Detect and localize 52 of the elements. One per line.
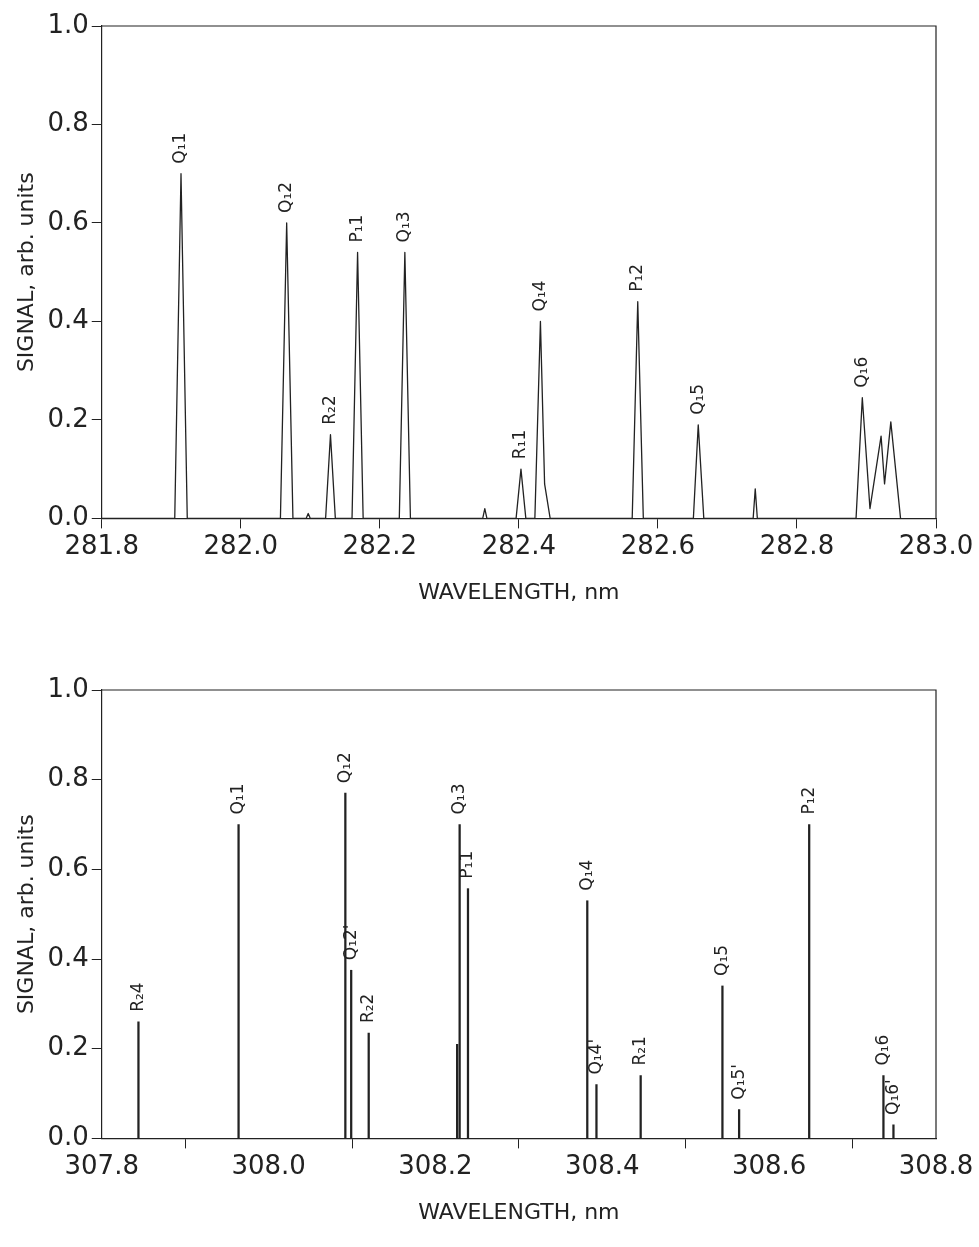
x-tick-label: 307.8	[64, 1149, 139, 1180]
annotation: P₁2	[797, 786, 818, 815]
annotation: Q₁5	[686, 383, 707, 415]
x-axis-title: WAVELENGTH, nm	[418, 1198, 620, 1224]
annotation: Q₁4	[528, 280, 549, 312]
x-tick-label: 282.0	[203, 529, 279, 560]
y-axis-title: SIGNAL, arb. units	[12, 814, 38, 1015]
x-tick-label: 308.6	[731, 1149, 807, 1180]
annotation: R₂2	[318, 395, 339, 425]
x-tick-label: 281.8	[64, 529, 139, 560]
annotation: R₂2	[357, 993, 378, 1024]
x-tick-label: 282.4	[481, 529, 557, 560]
annotation: Q₁6	[871, 1034, 892, 1066]
y-tick-label: 0.6	[47, 205, 89, 236]
annotation: Q₁1	[226, 783, 247, 815]
x-tick-label: 282.6	[620, 529, 696, 560]
y-tick-label: 0.2	[47, 402, 89, 433]
y-tick-label: 0.2	[47, 1031, 89, 1062]
x-tick-label: 308.2	[398, 1149, 473, 1180]
x-tick-label: 282.8	[759, 529, 835, 560]
annotation: Q₁5	[710, 944, 731, 976]
annotation: R₂1	[629, 1036, 650, 1066]
y-tick-label: 1.0	[47, 8, 89, 39]
y-tick-label: 0.4	[47, 941, 89, 972]
annotation: Q₁1	[169, 132, 190, 164]
annotation: Q₁3	[393, 211, 414, 243]
x-tick-label: 283.0	[898, 529, 974, 560]
annotation: Q₁4'	[584, 1038, 605, 1075]
y-axis-title: SIGNAL, arb. units	[12, 172, 38, 373]
annotation: Q₁4	[575, 859, 596, 891]
annotation: Q₁6'	[881, 1079, 902, 1115]
annotation: P₁2	[626, 263, 647, 292]
y-tick-label: 0.0	[47, 1121, 89, 1152]
annotation: Q₁5'	[727, 1064, 748, 1100]
annotation: Q₁6	[850, 356, 871, 388]
annotation: R₂4	[126, 982, 147, 1012]
x-tick-label: 308.4	[565, 1149, 640, 1180]
y-tick-label: 0.4	[47, 304, 89, 335]
x-tick-label: 308.0	[231, 1149, 306, 1180]
x-tick-label: 308.8	[898, 1149, 974, 1180]
annotation: Q₁2	[333, 752, 354, 784]
y-tick-label: 0.6	[47, 852, 89, 883]
annotation: R₁1	[509, 429, 530, 460]
x-axis-title: WAVELENGTH, nm	[418, 578, 620, 604]
annotation: Q₁3	[448, 783, 469, 815]
annotation: P₁1	[346, 214, 367, 243]
y-tick-label: 0.0	[47, 501, 89, 532]
y-tick-label: 0.8	[47, 107, 89, 138]
y-tick-label: 1.0	[47, 672, 89, 703]
x-tick-label: 282.2	[342, 529, 418, 560]
y-tick-label: 0.8	[47, 762, 89, 793]
annotation: Q₁2	[275, 181, 296, 213]
